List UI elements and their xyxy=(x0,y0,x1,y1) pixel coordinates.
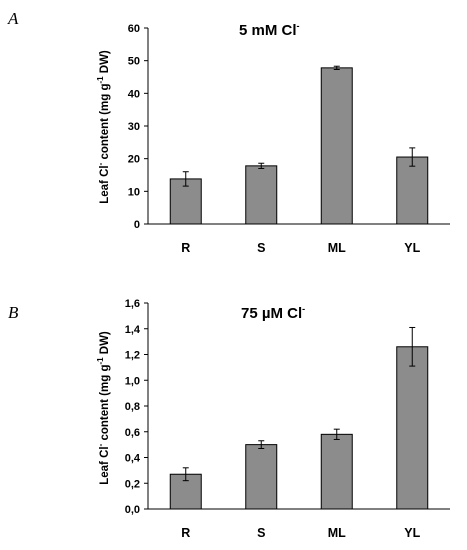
error-bar-r xyxy=(182,171,189,187)
y-tick-label: 0,8 xyxy=(125,401,140,413)
y-tick-label: 1,6 xyxy=(125,298,140,310)
y-tick-label: 40 xyxy=(128,88,140,100)
y-tick-label: 0,6 xyxy=(125,427,140,439)
error-bar-s xyxy=(258,440,265,449)
bar-yl xyxy=(396,346,429,510)
bar-yl xyxy=(396,156,429,225)
y-tick-label: 50 xyxy=(128,56,140,68)
chart-title-a: 5 mM Cl- xyxy=(239,21,300,39)
y-tick-label: 1,0 xyxy=(125,375,140,387)
y-tick-label: 20 xyxy=(128,154,140,166)
y-axis-label-a: Leaf Cl- content (mg g-1 DW) xyxy=(96,50,111,204)
y-tick-label: 0,2 xyxy=(125,478,140,490)
y-tick-label: 1,4 xyxy=(125,324,141,336)
category-label-s: S xyxy=(257,241,265,255)
category-label-yl: YL xyxy=(404,241,420,255)
error-bar-ml xyxy=(333,428,340,440)
category-label-r: R xyxy=(181,526,190,540)
category-label-s: S xyxy=(257,526,265,540)
panel-letter-b: B xyxy=(8,303,19,322)
chart-panel-a: A 5 mM Cl- Leaf Cl- content (mg g-1 DW) … xyxy=(7,9,450,255)
plot-area-a: 0 10 20 30 40 50 60 R S ML YL xyxy=(128,23,450,255)
bar-s xyxy=(245,165,278,225)
y-tick-label: 0 xyxy=(134,219,140,231)
bar-ml xyxy=(320,67,353,225)
error-bar-ml xyxy=(333,65,340,70)
category-label-ml: ML xyxy=(328,526,346,540)
plot-area-b: 0,0 0,2 0,4 0,6 0,8 1,0 1,2 1,4 1,6 R S ML YL xyxy=(125,298,450,540)
y-tick-label: 1,2 xyxy=(125,350,140,362)
error-bar-yl xyxy=(409,326,416,367)
category-label-r: R xyxy=(181,241,190,255)
y-tick-label: 10 xyxy=(128,186,140,198)
y-tick-label: 0,4 xyxy=(125,453,141,465)
error-bar-yl xyxy=(409,147,416,167)
chart-title-b: 75 µM Cl- xyxy=(241,304,305,322)
y-axis-label-b: Leaf Cl- content (mg g-1 DW) xyxy=(96,331,111,485)
bar-ml xyxy=(320,433,353,510)
category-label-ml: ML xyxy=(328,241,346,255)
chart-panel-b: B 75 µM Cl- Leaf Cl- content (mg g-1 DW)… xyxy=(8,298,450,540)
y-tick-label: 60 xyxy=(128,23,140,35)
error-bar-s xyxy=(258,162,265,169)
error-bar-r xyxy=(182,467,189,482)
y-tick-label: 0,0 xyxy=(125,504,140,516)
bar-s xyxy=(245,444,278,510)
category-label-yl: YL xyxy=(404,526,420,540)
panel-letter-a: A xyxy=(7,9,19,28)
y-tick-label: 30 xyxy=(128,121,140,133)
